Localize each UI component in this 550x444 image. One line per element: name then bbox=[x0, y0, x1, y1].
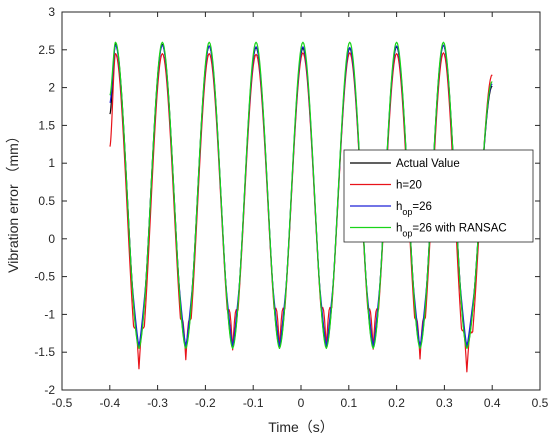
legend-label: hop=26 with RANSAC bbox=[396, 223, 507, 239]
legend-label: h=20 bbox=[396, 180, 422, 192]
y-tick-label: 2.5 bbox=[38, 43, 55, 57]
x-tick-label: -0.4 bbox=[99, 396, 120, 410]
y-tick-label: -2 bbox=[44, 383, 55, 397]
x-tick-label: -0.2 bbox=[195, 396, 216, 410]
y-tick-label: -1 bbox=[44, 307, 55, 321]
y-axis-title: Vibration error （mm） bbox=[5, 129, 21, 273]
legend-box bbox=[343, 149, 534, 243]
x-tick-label: 0.4 bbox=[484, 396, 501, 410]
y-tick-label: -1.5 bbox=[34, 345, 55, 359]
x-axis-title: Time（s） bbox=[268, 419, 334, 435]
x-tick-label: -0.1 bbox=[243, 396, 264, 410]
y-tick-label: 1 bbox=[48, 156, 55, 170]
y-tick-label: 2 bbox=[48, 81, 55, 95]
x-tick-label: 0 bbox=[298, 396, 305, 410]
y-tick-label: 0.5 bbox=[38, 194, 55, 208]
y-tick-label: 1.5 bbox=[38, 118, 55, 132]
x-tick-label: 0.1 bbox=[340, 396, 357, 410]
x-tick-label: 0.3 bbox=[436, 396, 453, 410]
legend-label: Actual Value bbox=[396, 158, 460, 170]
axes-layer: -0.5 -0.4 -0.3 -0.2 -0.1 0 0.1 0.2 0.3 0.4 0.5 -2 -1… bbox=[34, 5, 548, 410]
series-line-hop-26-with-ransac bbox=[109, 41, 493, 350]
x-tick-label: -0.5 bbox=[52, 396, 73, 410]
legend-label: hop=26 bbox=[396, 201, 432, 217]
x-tick-label: -0.3 bbox=[147, 396, 168, 410]
series-layer bbox=[109, 41, 493, 373]
y-tick-label: 0 bbox=[48, 232, 55, 246]
y-tick-label: 3 bbox=[48, 5, 55, 19]
x-tick-label: 0.2 bbox=[388, 396, 405, 410]
y-tick-label: -0.5 bbox=[34, 270, 55, 284]
legend: Actual Value h=20 hop=26 hop=26 with RANSAC bbox=[343, 149, 534, 243]
x-tick-label: 0.5 bbox=[532, 396, 549, 410]
